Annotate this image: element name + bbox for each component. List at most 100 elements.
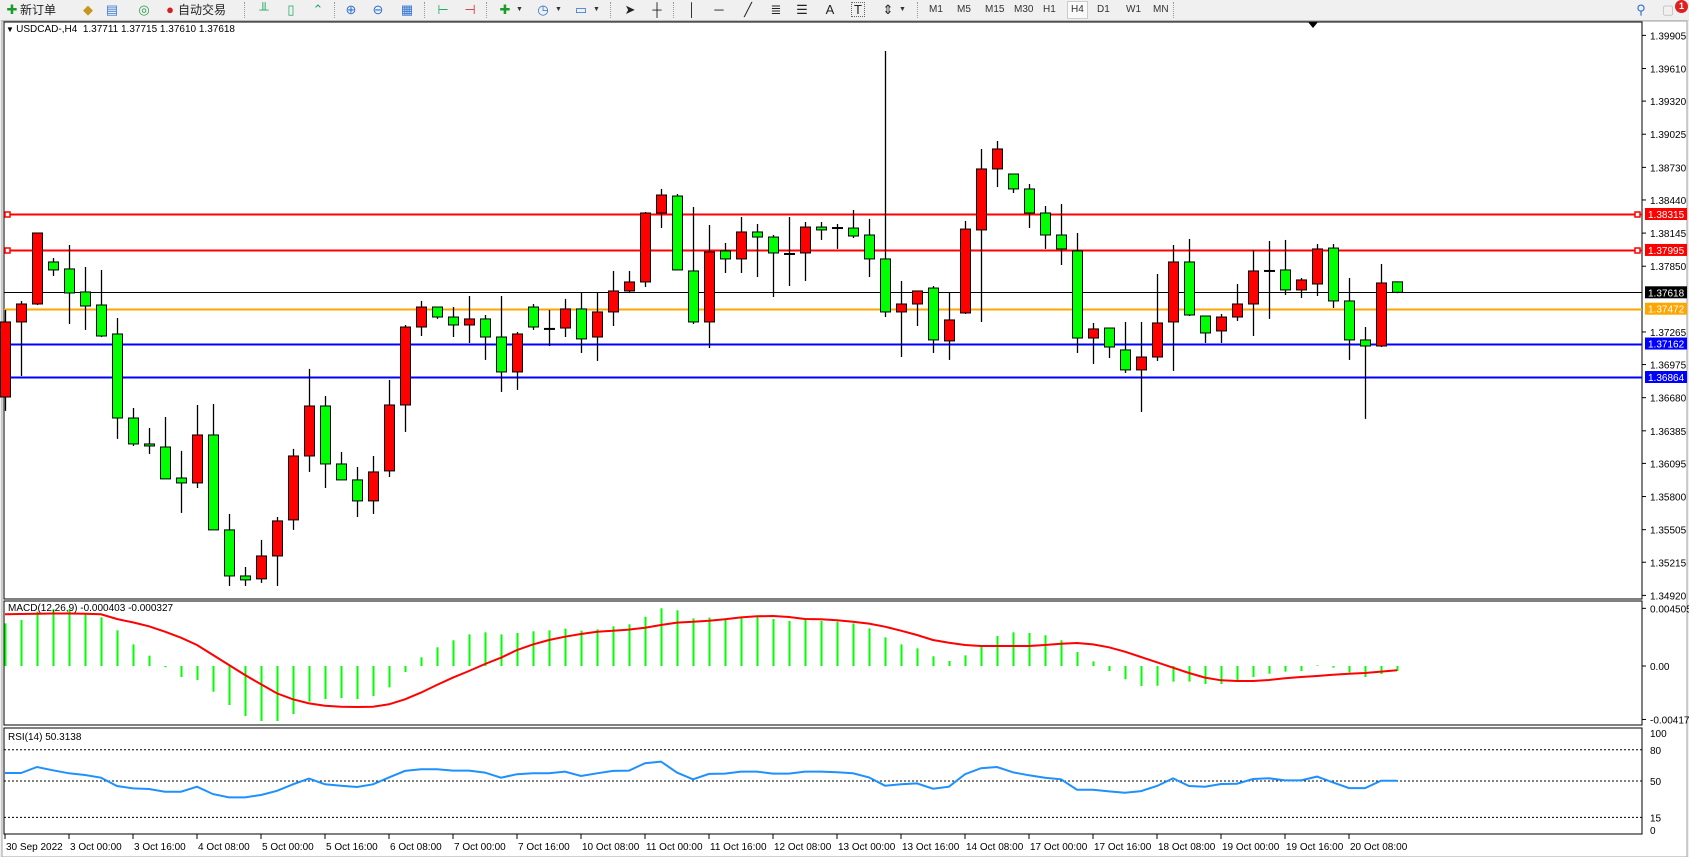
level-handle-icon[interactable] [1634,247,1641,254]
bull-candle-body [368,471,379,502]
timeframe-m1[interactable]: M1 [929,4,943,15]
periods-icon: ◷ [537,2,549,17]
signals-button[interactable]: ◎ [136,1,152,19]
timeframe-d1[interactable]: D1 [1097,4,1110,15]
bull-candle-body [896,303,907,313]
candle [224,513,235,586]
level-handle-icon[interactable] [1634,211,1641,218]
candle [512,331,523,390]
candle [368,455,379,514]
time-axis-label: 19 Oct 00:00 [1222,842,1280,853]
price-tag [1645,302,1687,315]
timeframe-h1[interactable]: H1 [1043,4,1056,15]
zoom-out-button[interactable]: ⊖ [370,1,386,19]
candle [832,223,843,249]
bull-candle-body [1296,279,1307,291]
macd-axis-label: -0.004177 [1650,715,1689,726]
candle [1328,243,1339,309]
candle [400,324,411,432]
chevron-down-icon[interactable]: ▼ [516,6,523,13]
bull-candle-body [416,306,427,328]
auto-trading-button[interactable]: ● 自动交易 [162,1,226,19]
price-tag [1645,371,1687,384]
time-axis-label: 17 Oct 00:00 [1030,842,1088,853]
price-axis-label: 1.35800 [1650,493,1687,504]
bear-candle-body [864,234,875,260]
bear-candle-body [448,316,459,326]
bull-candle-body [1152,322,1163,358]
trendline-button[interactable]: ╱ [740,1,756,19]
bear-candle-body [224,529,235,577]
candle [304,368,315,472]
bull-candle-body [1216,316,1227,332]
autoscroll-icon: ⊣ [464,2,476,17]
candle [816,221,827,240]
timeframe-mn[interactable]: MN [1153,4,1169,15]
timeframe-m30[interactable]: M30 [1014,4,1034,15]
separator [486,2,487,18]
bear-candle-body [48,261,59,271]
price-tag-label: 1.38315 [1648,210,1685,221]
bear-candle-body [1200,315,1211,334]
gold-button[interactable]: ◆ [80,1,96,19]
candle [1296,278,1307,299]
new-order-button[interactable]: ✚ 新订单 [4,1,56,19]
chart-shift-marker[interactable] [1308,22,1318,28]
search-button[interactable]: ⚲ [1633,1,1649,19]
price-tag [1645,337,1687,350]
fibonacci-button[interactable]: ≣ [768,1,784,19]
level-handle-icon[interactable] [4,211,11,218]
candle [848,209,859,239]
macd-label: MACD(12,26,9) -0.000403 -0.000327 [8,603,174,614]
arrows-button[interactable]: ⇕ [880,1,896,19]
macd-axis-label: 0.004505 [1650,604,1689,615]
candlestick-button[interactable]: ▯ [283,1,299,19]
zoom-in-button[interactable]: ⊕ [343,1,359,19]
candle [656,188,667,229]
candle [1024,184,1035,229]
chevron-down-icon[interactable]: ▼ [555,6,562,13]
tile-windows-button[interactable]: ▦ [399,1,415,19]
bull-candle-body [464,318,475,326]
vertical-line-button[interactable]: │ [684,1,700,19]
bear-candle-body [848,227,859,237]
line-chart-button[interactable]: ⌃ [310,1,326,19]
periods-button[interactable]: ◷ [535,1,551,19]
candle [1152,273,1163,361]
separator [610,2,611,18]
bull-candle-body [384,404,395,472]
crosshair-button[interactable]: ┼ [649,1,665,19]
separator [673,2,674,18]
chevron-down-icon[interactable]: ▼ [899,6,906,13]
price-axis-label: 1.36680 [1650,394,1687,405]
collapse-triangle-icon[interactable]: ▼ [6,25,17,34]
timeframe-m15[interactable]: M15 [985,4,1005,15]
bear-candle-body [208,434,219,531]
text-button[interactable]: A [822,1,838,19]
chevron-down-icon[interactable]: ▼ [593,6,600,13]
autoscroll-button[interactable]: ⊣ [462,1,478,19]
candle [560,298,571,338]
bull-candle-body [1088,328,1099,339]
candle [1376,263,1387,348]
bar-chart-button[interactable]: ╨ [256,1,272,19]
timeframe-h4[interactable]: H4 [1067,1,1088,19]
add-indicator-button[interactable]: ✚ [497,1,513,19]
market-watch-button[interactable]: ▤ [104,1,120,19]
level-handle-icon[interactable] [4,247,11,254]
notifications-button[interactable]: ▢ [1660,1,1676,19]
text-label-button[interactable]: T [851,1,865,19]
candle [720,242,731,273]
timeframe-m5[interactable]: M5 [957,4,971,15]
horizontal-line-button[interactable]: ─ [711,1,727,19]
cursor-button[interactable]: ➤ [622,1,638,19]
candle [1232,283,1243,321]
fibo-fan-button[interactable]: ☰ [794,1,810,19]
macd-signal-line [4,612,1398,709]
rsi-line [5,760,1397,799]
timeframe-w1[interactable]: W1 [1126,4,1141,15]
templates-button[interactable]: ▭ [573,1,589,19]
chart-shift-button[interactable]: ⊢ [435,1,451,19]
bull-candle-body [944,319,955,342]
